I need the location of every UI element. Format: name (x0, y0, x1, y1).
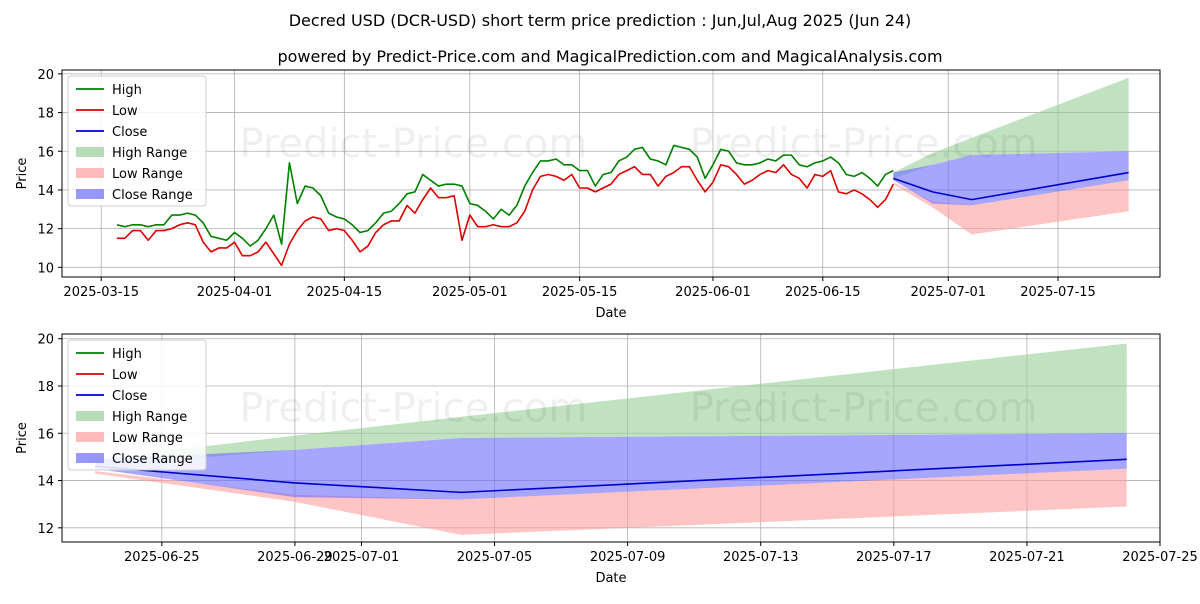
x-tick-label: 2025-06-15 (785, 285, 861, 300)
y-tick-label: 20 (37, 68, 54, 83)
top-chart-panel: 2025-03-15 2025-04-01 2025-04-15 2025-05-01… (15, 68, 1161, 321)
y-tick-label: 14 (37, 184, 54, 199)
x-axis-label: Date (595, 306, 626, 321)
x-tick-label: 2025-07-25 (1122, 550, 1198, 565)
x-tick-label: 2025-07-09 (590, 550, 666, 565)
high-series-line (116, 144, 894, 247)
legend-swatch (76, 411, 104, 421)
x-tick-label: 2025-07-01 (910, 285, 986, 300)
legend-swatch (76, 147, 104, 157)
legend-label: Close Range (112, 188, 193, 203)
y-tick-label: 16 (37, 427, 54, 442)
chart-title: Decred USD (DCR-USD) short term price pr… (289, 11, 912, 30)
legend-label: Low (112, 368, 138, 383)
legend-label: High Range (112, 146, 187, 161)
close-series-line (95, 458, 1127, 494)
y-tick-label: 16 (37, 145, 54, 160)
legend-label: Close Range (112, 452, 193, 467)
chart-subtitle: powered by Predict-Price.com and Magical… (277, 47, 942, 66)
y-tick-label: 18 (37, 380, 54, 395)
watermark-text: Predict-Price.com (690, 121, 1038, 167)
x-tick-label: 2025-05-01 (432, 285, 508, 300)
y-tick-label: 12 (37, 522, 54, 537)
high-range-band (95, 343, 1127, 467)
x-tick-label: 2025-07-01 (324, 550, 400, 565)
legend-swatch (76, 189, 104, 199)
close-series-line (893, 171, 1129, 201)
x-tick-label: 2025-07-13 (723, 550, 799, 565)
legend-label: Close (112, 125, 147, 140)
x-tick-label: 2025-07-15 (1020, 285, 1096, 300)
high-range-band (893, 77, 1129, 179)
y-tick-label: 20 (37, 333, 54, 348)
x-tick-label: 2025-04-15 (307, 285, 383, 300)
y-tick-label: 12 (37, 223, 54, 238)
low-range-band (893, 180, 1129, 235)
x-tick-label: 2025-04-01 (197, 285, 273, 300)
plot-frame (61, 69, 1161, 278)
legend-label: High (112, 347, 142, 362)
legend: High Low Close High Range Low Range Close Ran… (67, 75, 207, 207)
close-range-band (893, 151, 1129, 206)
legend-swatch (76, 453, 104, 463)
x-tick-label: 2025-06-01 (675, 285, 751, 300)
legend: High Low Close High Range Low Range Close Ran… (67, 339, 207, 471)
legend-label: Low Range (112, 167, 183, 182)
x-tick-label: 2025-03-15 (63, 285, 139, 300)
legend-label: High (112, 83, 142, 98)
x-tick-label: 2025-05-15 (542, 285, 618, 300)
legend-swatch (76, 432, 104, 442)
watermark-text: Predict-Price.com (239, 385, 587, 431)
plot-frame (61, 333, 1161, 543)
y-axis-label: Price (15, 158, 30, 190)
low-series-line (116, 163, 895, 267)
x-tick-label: 2025-07-05 (457, 550, 533, 565)
y-tick-label: 10 (37, 261, 54, 276)
x-tick-label: 2025-06-25 (124, 550, 200, 565)
y-axis-label: Price (15, 422, 30, 454)
watermark-text: Predict-Price.com (690, 385, 1038, 431)
low-range-band (95, 468, 1127, 535)
y-tick-label: 14 (37, 475, 54, 490)
x-tick-label: 2025-06-29 (257, 550, 333, 565)
y-tick-label: 18 (37, 107, 54, 122)
x-tick-label: 2025-07-17 (856, 550, 932, 565)
legend-label: Low (112, 104, 138, 119)
x-tick-label: 2025-07-21 (989, 550, 1065, 565)
legend-label: Close (112, 389, 147, 404)
legend-label: Low Range (112, 431, 183, 446)
legend-swatch (76, 168, 104, 178)
close-range-band (95, 433, 1127, 500)
watermark-text: Predict-Price.com (239, 121, 587, 167)
legend-label: High Range (112, 410, 187, 425)
x-axis-label: Date (595, 571, 626, 586)
